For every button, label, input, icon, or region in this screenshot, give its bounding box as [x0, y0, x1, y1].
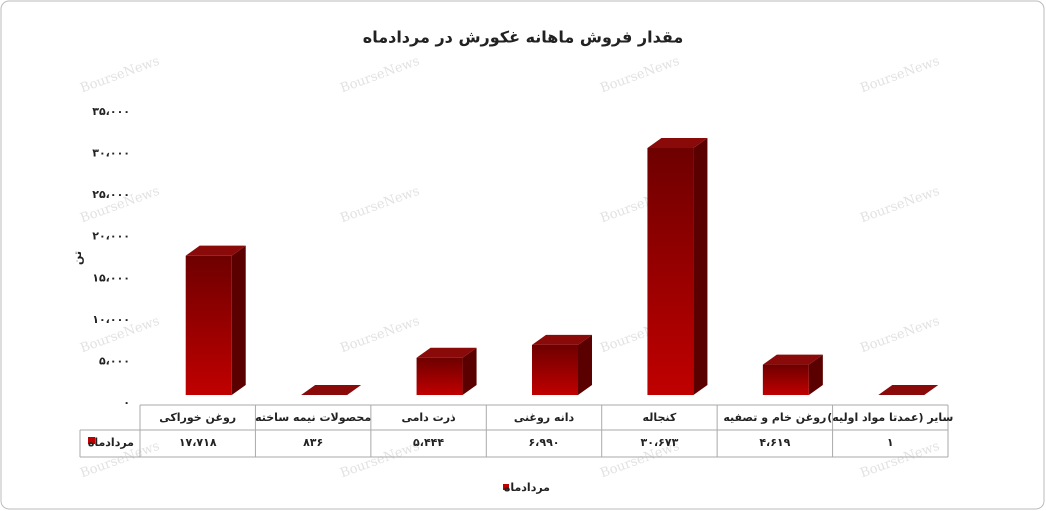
chart-title: مقدار فروش ماهانه غکورش در مردادماه: [363, 28, 684, 47]
table-series-name: مردادماه: [88, 436, 134, 449]
bar: [185, 255, 232, 395]
legend-label: مردادماه: [504, 481, 550, 494]
x-tick-label: سایر (عمدتا مواد اولیه): [827, 411, 953, 424]
bar-top: [762, 354, 823, 365]
y-tick-label: ۳۰،۰۰۰: [92, 147, 130, 160]
x-tick-label: دانه روغنی: [514, 411, 575, 424]
y-tick-label: ٠: [123, 396, 130, 409]
y-axis-title: تن: [71, 251, 84, 265]
bar-side: [231, 245, 246, 395]
x-tick-label: روغن خام و تصفیه: [723, 411, 826, 424]
x-tick-label: محصولات نیمه ساخته: [255, 411, 371, 424]
table-value: ۳۰،۶۷۳: [641, 436, 679, 449]
table-value: ۵،۴۴۴: [413, 436, 444, 449]
bar: [532, 344, 578, 395]
y-tick-label: ۱۰،۰۰۰: [92, 313, 130, 326]
bar-side: [808, 354, 823, 395]
y-tick-label: ۱۵،۰۰۰: [92, 271, 130, 284]
table-value: ۴،۶۱۹: [759, 436, 790, 449]
bar: [416, 357, 463, 395]
table-value: ۱: [887, 436, 894, 449]
y-tick-label: ۵،۰۰۰: [99, 354, 130, 367]
bar-top: [185, 245, 246, 256]
y-tick-label: ۲۰،۰۰۰: [92, 230, 130, 243]
x-tick-label: کنجاله: [643, 411, 677, 424]
legend-key: [503, 484, 509, 490]
legend-key: [88, 437, 95, 444]
table-value: ۱۷،۷۱۸: [179, 436, 217, 449]
bar: [647, 147, 694, 395]
y-tick-label: ۳۵،۰۰۰: [92, 105, 130, 118]
bar-top: [532, 334, 592, 345]
bar-top: [416, 347, 477, 358]
bar-side: [693, 137, 708, 395]
bar: [762, 364, 809, 395]
table-value: ۶،۹۹۰: [528, 436, 559, 449]
table-value: ۸۳۶: [303, 436, 323, 449]
bar-top: [647, 137, 708, 148]
bar-side: [462, 347, 477, 395]
x-tick-label: ذرت دامی: [401, 411, 456, 424]
y-tick-label: ۲۵،۰۰۰: [92, 188, 130, 201]
bar-side: [578, 334, 592, 395]
bar-top: [878, 385, 939, 395]
x-tick-label: روغن خوراکی: [159, 411, 236, 424]
bar-top: [301, 385, 362, 395]
